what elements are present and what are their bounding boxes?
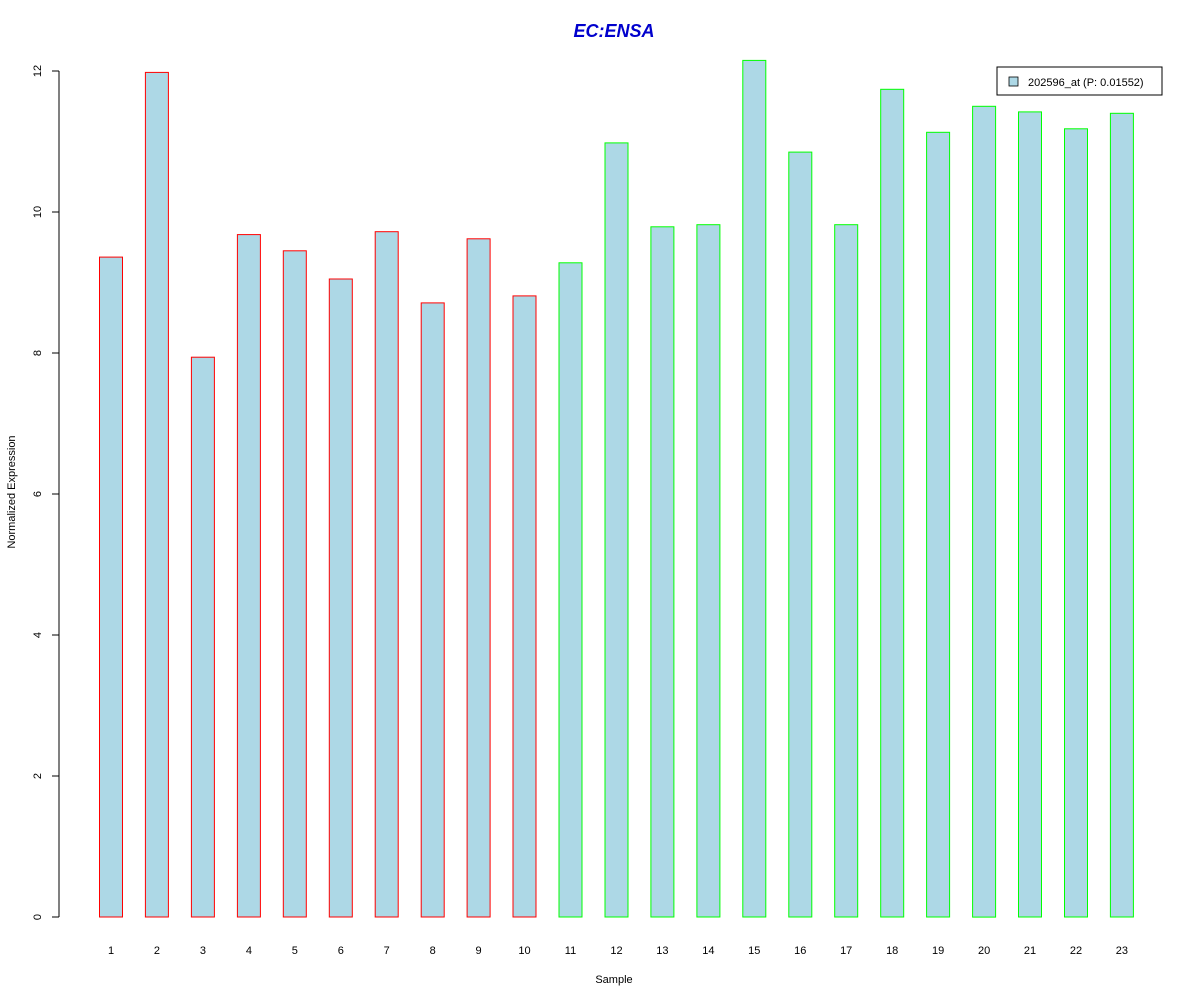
x-tick-label: 5 (292, 945, 298, 957)
bar-sample-20 (972, 105, 997, 918)
bars-group (99, 59, 1134, 918)
y-axis: 0 2 4 6 8 10 12 (32, 65, 60, 920)
x-tick-label: 21 (1024, 945, 1036, 957)
x-tick-label: 15 (748, 945, 760, 957)
bar-sample-13 (650, 226, 675, 918)
x-tick-label: 13 (656, 945, 668, 957)
bar-sample-19 (926, 131, 951, 918)
bar-sample-10 (512, 295, 537, 918)
y-tick-label: 4 (32, 632, 44, 638)
bar-sample-22 (1064, 128, 1088, 918)
chart-title: EC:ENSA (573, 21, 654, 41)
x-tick-label: 7 (384, 945, 390, 957)
bar-sample-8 (420, 302, 445, 918)
bar-sample-1 (99, 256, 123, 918)
bar-sample-9 (466, 238, 491, 918)
bar-sample-2 (144, 71, 169, 918)
x-tick-label: 17 (840, 945, 852, 957)
legend-label: 202596_at (P: 0.01552) (1028, 77, 1144, 89)
x-tick-label: 10 (518, 945, 530, 957)
bar-sample-4 (236, 234, 261, 918)
x-tick-label: 3 (200, 945, 206, 957)
x-tick-label: 20 (978, 945, 990, 957)
x-tick-label: 14 (702, 945, 714, 957)
bar-sample-7 (374, 231, 399, 918)
y-axis-title: Normalized Expression (6, 435, 18, 548)
legend-box (996, 66, 1163, 96)
x-tick-label: 4 (246, 945, 252, 957)
bar-sample-15 (742, 59, 767, 918)
bar-sample-21 (1018, 111, 1042, 918)
x-tick-label: 22 (1070, 945, 1082, 957)
y-tick-label: 12 (32, 65, 44, 77)
x-tick-label: 12 (610, 945, 622, 957)
bar-sample-16 (788, 151, 813, 918)
bar-sample-23 (1109, 112, 1134, 918)
x-axis-labels: 1 2 3 4 5 6 7 8 9 10 11 12 13 14 15 16 17 18 19 20 21 22 23 (108, 945, 1128, 957)
legend: 202596_at (P: 0.01552) (996, 66, 1163, 96)
x-tick-label: 2 (154, 945, 160, 957)
x-tick-label: 23 (1116, 945, 1128, 957)
x-tick-label: 8 (430, 945, 436, 957)
bar-sample-6 (328, 278, 353, 918)
y-tick-label: 2 (32, 773, 44, 779)
bar-sample-5 (282, 250, 307, 918)
x-tick-label: 1 (108, 945, 114, 957)
y-tick-label: 10 (32, 206, 44, 218)
x-tick-label: 11 (565, 945, 576, 957)
y-tick-label: 6 (32, 491, 44, 497)
x-axis-title: Sample (595, 974, 632, 986)
bar-sample-18 (880, 88, 905, 918)
bar-sample-14 (696, 224, 721, 918)
x-tick-label: 9 (476, 945, 482, 957)
bar-sample-17 (834, 224, 859, 918)
bar-sample-11 (558, 262, 583, 918)
legend-swatch (1008, 76, 1019, 87)
bar-sample-3 (190, 356, 215, 918)
y-tick-label: 0 (32, 914, 44, 920)
bar-sample-12 (604, 142, 629, 918)
x-tick-label: 18 (886, 945, 898, 957)
x-tick-label: 19 (932, 945, 944, 957)
x-tick-label: 16 (794, 945, 806, 957)
x-tick-label: 6 (338, 945, 344, 957)
y-tick-label: 8 (32, 350, 44, 356)
